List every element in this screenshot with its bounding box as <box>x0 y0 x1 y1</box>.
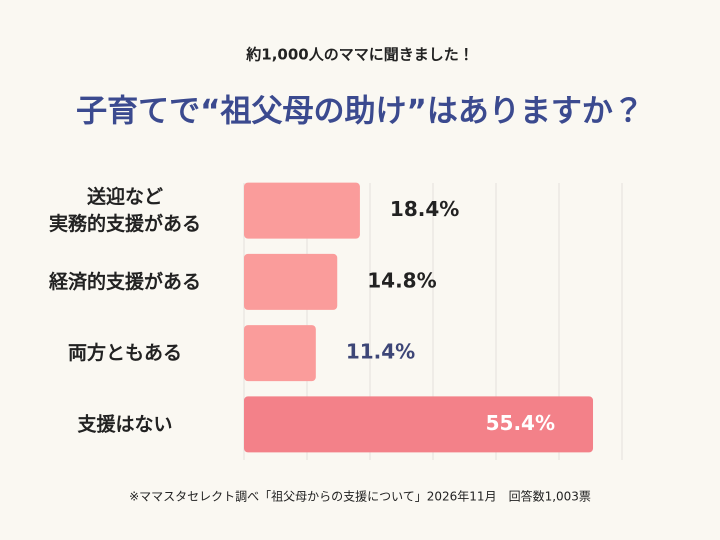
chart-subtitle: 約1,000人のママに聞きました！ <box>245 46 473 64</box>
bar <box>244 182 360 239</box>
category-label: 支援はない <box>77 412 172 435</box>
category-label: 経済的支援がある <box>48 269 201 292</box>
category-label: 両方ともある <box>68 341 182 364</box>
source-note: ※ママスタセレクト調べ「祖父母からの支援について」2026年11月 回答数1,0… <box>129 489 591 504</box>
chart-title: 子育てで“祖父母の助け”はありますか？ <box>76 94 644 130</box>
value-label: 11.4% <box>346 340 415 364</box>
value-label: 14.8% <box>367 268 436 292</box>
bar <box>244 253 338 310</box>
bar <box>244 325 316 382</box>
value-label: 18.4% <box>390 197 459 221</box>
value-label: 55.4% <box>486 411 555 435</box>
category-label: 送迎など実務的支援がある <box>49 185 201 235</box>
bar <box>244 396 594 453</box>
